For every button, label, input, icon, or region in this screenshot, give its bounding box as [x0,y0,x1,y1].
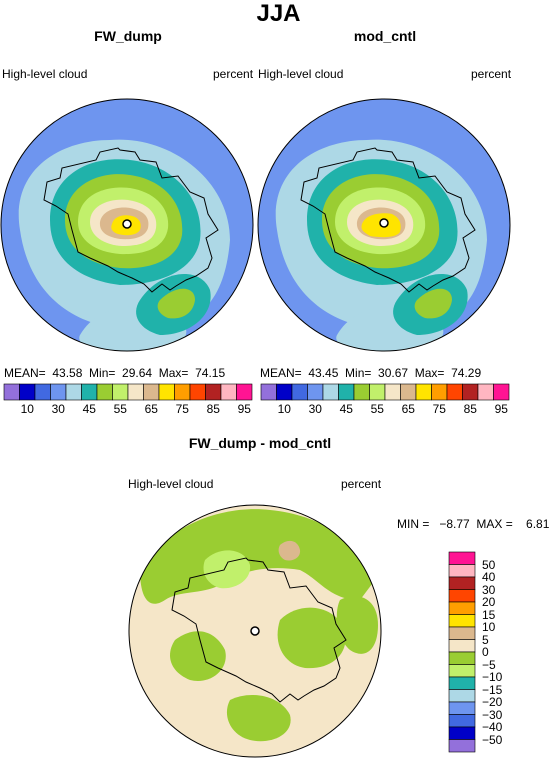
panel-2-colorbar-tick-label: 30 [308,402,322,416]
diff-colorbar-tick-label: −10 [482,670,503,684]
panel-1-colorbar-tick-label: 75 [175,402,189,416]
diff-colorbar-swatch [448,739,476,753]
panel-1-colorbar-tick-label: 85 [206,402,220,416]
diff-colorbar-swatch [448,551,476,565]
panel-2-colorbar-tick-label: 55 [370,402,384,416]
diff-colorbar-tick-label: 0 [482,645,489,659]
diff-colorbar-tick-label: −50 [482,732,503,747]
panel-2-units-label: percent [471,67,512,81]
diff-colorbar-swatch [448,639,476,653]
diff-colorbar-swatch [448,664,476,678]
panel-1-colorbar-tick-label: 10 [20,402,34,416]
panel-1-colorbar-tick-label: 95 [237,402,251,416]
diff-colorbar-tick-label: 30 [482,582,496,597]
panel-1-stats: MEAN= 43.58 Min= 29.64 Max= 74.15 [4,366,226,380]
panel-2-colorbar-tick-label: 10 [277,402,291,416]
diff-panel-variable-label: High-level cloud [128,477,214,491]
diff-colorbar-tick-label: 20 [482,595,496,609]
diff-colorbar-swatch [448,626,476,640]
diff-colorbar-tick-label: 15 [482,607,496,622]
diff-colorbar-tick-label: 50 [482,557,496,572]
panel-2-colorbar-tick-label: 85 [463,402,477,416]
panel-1-colorbar-tick-label: 45 [82,402,96,416]
diff-colorbar [448,551,476,753]
figure-title: JJA [256,0,301,27]
diff-colorbar-tick-label: 10 [482,620,496,634]
panel-2-colorbar-tick-label: 65 [401,402,415,416]
panel-1-colorbar-tick-label: 55 [113,402,127,416]
panel-1-colorbar-tick-label: 65 [144,402,158,416]
panel-1-colorbar-labels: 10 30 45 55 65 75 85 95 [4,402,252,418]
diff-colorbar-swatch [448,651,476,665]
diff-colorbar-tick-label: −5 [482,657,496,672]
panel-1-colorbar-swatch [236,383,253,401]
diff-colorbar-swatch [448,701,476,715]
panel-1-colorbar [3,383,253,401]
diff-colorbar-tick-label: −15 [482,682,503,697]
diff-colorbar-tick-label: 40 [482,570,496,584]
panel-2-colorbar-tick-label: 95 [494,402,508,416]
diff-colorbar-swatch [448,689,476,703]
diff-colorbar-swatch [448,676,476,690]
panel-2-stats: MEAN= 43.45 Min= 30.67 Max= 74.29 [260,366,482,380]
panel-1-units-label: percent [213,67,254,81]
panel-2-colorbar-tick-label: 45 [339,402,353,416]
diff-colorbar-labels: 50 40 30 20 15 10 5 0 −5 −10 −15 −20 −30 −40 −50 [482,552,552,752]
diff-panel-stats: MIN = −8.77 MAX = 6.81 [397,517,550,531]
diff-colorbar-swatch [448,614,476,628]
panel-2-variable-label: High-level cloud [258,67,344,81]
panel-1-variable-label: High-level cloud [2,67,88,81]
diff-colorbar-tick-label: −40 [482,720,503,734]
diff-colorbar-tick-label: −20 [482,695,503,709]
panel-2-title: mod_cntl [353,28,417,44]
panel-1-title: FW_dump [94,28,162,44]
diff-panel-title: FW_dump - mod_cntl [188,435,332,451]
panel-2-colorbar-labels: 10 30 45 55 65 75 85 95 [261,402,509,418]
diff-colorbar-tick-label: −30 [482,707,503,722]
diff-colorbar-swatch [448,601,476,615]
diff-colorbar-swatch [448,589,476,603]
panel-1-colorbar-tick-label: 30 [51,402,65,416]
panel-2-colorbar-swatch [493,383,510,401]
panel-2-colorbar [260,383,510,401]
diff-colorbar-swatch [448,726,476,740]
diff-colorbar-swatch [448,564,476,578]
diff-panel-units-label: percent [341,477,382,491]
panel-2-colorbar-tick-label: 75 [432,402,446,416]
diff-colorbar-tick-label: 5 [482,632,489,647]
diff-colorbar-swatch [448,576,476,590]
diff-colorbar-swatch [448,714,476,728]
